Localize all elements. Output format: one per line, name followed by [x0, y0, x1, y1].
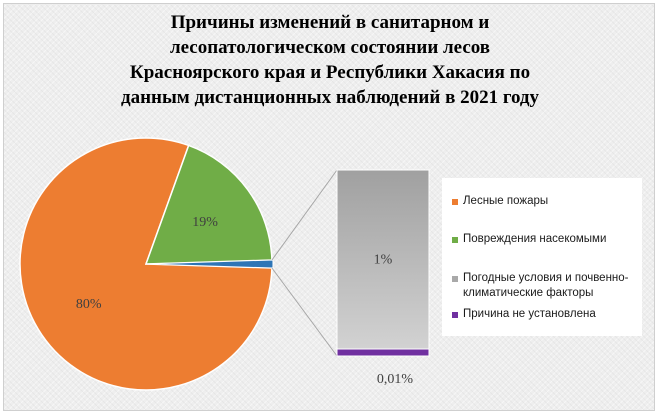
connector-line — [271, 169, 338, 261]
chart-title-line: Причины изменений в санитарном и — [170, 12, 490, 33]
chart-title-line: Красноярского края и Республики Хакасия … — [129, 62, 531, 83]
chart-title-line: данным дистанционных наблюдений в 2021 г… — [120, 87, 540, 108]
legend-swatch — [452, 312, 458, 318]
breakout-connectors — [271, 169, 338, 357]
legend-label: Лесные пожары — [463, 195, 549, 207]
pie-slice — [144, 144, 273, 265]
connector-line — [271, 267, 338, 357]
slice-label: 19% — [192, 215, 218, 230]
legend-swatch — [452, 199, 458, 205]
breakout-bar — [336, 169, 430, 357]
breakout-segment — [336, 348, 430, 357]
pie-slice-other — [145, 259, 274, 269]
legend-label: Причина не установлена — [463, 308, 596, 320]
chart-title: Причины изменений в санитарном и лесопат… — [60, 10, 600, 110]
legend-label: Повреждения насекомыми — [463, 233, 607, 245]
legend-swatch — [452, 276, 458, 282]
pie — [19, 137, 274, 391]
data-labels: 80% 19% 1% 0,01% — [76, 215, 414, 387]
breakout-label: 0,01% — [377, 372, 414, 387]
legend-label: Погодные условия и почвенно-климатически… — [463, 272, 629, 299]
breakout-label: 1% — [374, 253, 393, 268]
slice-label: 80% — [76, 297, 102, 312]
breakout-segment — [336, 169, 430, 350]
legend-swatch — [452, 237, 458, 243]
legend: Лесные пожары Повреждения насекомыми Пог… — [442, 178, 642, 336]
chart-title-line: лесопатологическом состоянии лесов — [169, 37, 491, 58]
